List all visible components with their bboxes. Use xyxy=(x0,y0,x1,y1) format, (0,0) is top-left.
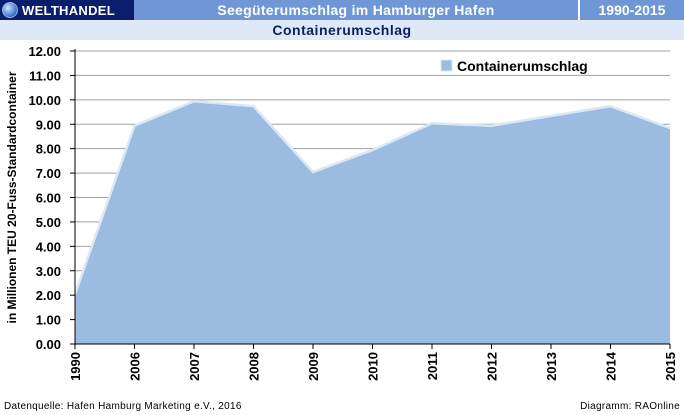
y-tick-label: 10.00 xyxy=(28,93,61,108)
y-tick-labels: 0.00 1.00 2.00 3.00 4.00 5.00 6.00 7.00 8.00 9.00… xyxy=(28,44,75,352)
y-tick-label: 9.00 xyxy=(36,117,61,132)
y-tick-label: 11.00 xyxy=(29,68,61,83)
x-tick-label: 1990 xyxy=(68,352,83,381)
legend: Containerumschlag xyxy=(440,58,588,74)
y-tick-label: 4.00 xyxy=(36,239,61,254)
x-tick-label: 2015 xyxy=(663,352,678,381)
x-tick-label: 2013 xyxy=(544,352,559,381)
diagram-credit: Diagramm: RAOnline xyxy=(580,401,680,412)
y-tick-label: 6.00 xyxy=(36,191,61,206)
x-tick-label: 2010 xyxy=(366,352,381,381)
area-series xyxy=(73,100,671,345)
brand-label: WELTHANDEL xyxy=(22,2,116,18)
legend-label: Containerumschlag xyxy=(457,58,588,74)
x-tick-label: 2008 xyxy=(247,352,262,381)
y-tick-label: 12.00 xyxy=(28,44,61,59)
x-tick-label: 2009 xyxy=(306,352,321,381)
chart-subtitle: Containerumschlag xyxy=(0,20,684,40)
x-tick-label: 2014 xyxy=(604,351,619,381)
y-tick-label: 8.00 xyxy=(36,142,61,157)
area-top-line xyxy=(73,100,671,295)
data-source: Datenquelle: Hafen Hamburg Marketing e.V… xyxy=(4,401,242,412)
x-tick-label: 2007 xyxy=(187,352,202,381)
y-tick-label: 0.00 xyxy=(36,337,61,352)
page-title: Seegüterumschlag im Hamburger Hafen xyxy=(134,0,578,20)
x-tick-label: 2012 xyxy=(485,352,500,381)
top-banner: WELTHANDEL Seegüterumschlag im Hamburger… xyxy=(0,0,684,20)
x-tick-label: 2006 xyxy=(128,352,143,381)
y-tick-label: 1.00 xyxy=(36,313,61,328)
y-tick-label: 7.00 xyxy=(36,166,61,181)
brand-block: WELTHANDEL xyxy=(0,0,134,20)
globe-icon xyxy=(2,2,18,18)
y-tick-label: 2.00 xyxy=(36,288,61,303)
area-chart: 0.00 1.00 2.00 3.00 4.00 5.00 6.00 7.00 8.00 9.00… xyxy=(5,44,678,381)
legend-swatch xyxy=(440,59,453,72)
year-range: 1990-2015 xyxy=(578,0,684,20)
x-tick-label: 2011 xyxy=(425,352,440,380)
x-tick-labels: 1990 2006 2007 2008 2009 2010 2011 2012 2013 2014… xyxy=(68,344,678,381)
y-tick-label: 5.00 xyxy=(36,215,61,230)
area-fill xyxy=(75,102,670,345)
y-axis-label: in Millionen TEU 20-Fuss-Standardcontain… xyxy=(5,71,19,323)
y-tick-label: 3.00 xyxy=(36,264,61,279)
